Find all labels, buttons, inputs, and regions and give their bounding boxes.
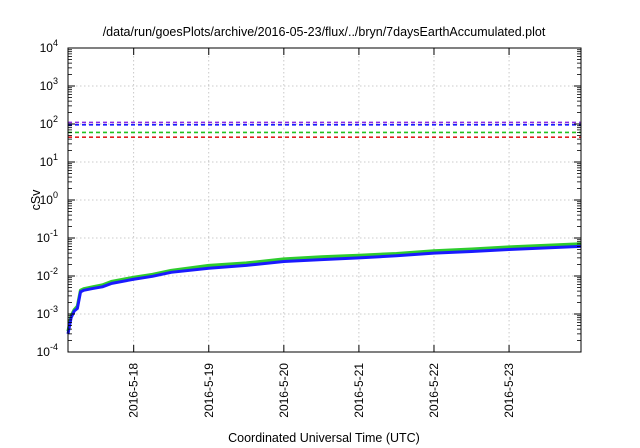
y-tick-label: 101 [40,152,58,169]
axis-ticks [68,47,581,353]
x-tick-label: 2016-5-23 [502,363,516,418]
x-tick-label: 2016-5-20 [277,363,291,418]
y-tick-label: 10-2 [37,266,58,283]
y-tick-label: 104 [40,38,58,55]
chart-title: /data/run/goesPlots/archive/2016-05-23/f… [103,25,546,39]
y-axis-title: cSv [29,189,43,211]
x-tick-label: 2016-5-19 [202,363,216,418]
y-tick-label: 10-1 [37,228,58,245]
x-tick-labels: 2016-5-18 2016-5-19 2016-5-20 2016-5-21 2016… [127,363,516,418]
x-tick-label: 2016-5-21 [352,363,366,418]
y-tick-label: 100 [40,190,58,207]
series-line [66,244,582,335]
x-tick-label: 2016-5-22 [427,363,441,418]
y-tick-label: 103 [40,76,58,93]
grid-lines [68,48,581,352]
y-tick-label: 10-4 [37,342,58,359]
series-lines [66,242,582,335]
reference-lines [68,121,581,138]
y-tick-labels: 10-4 10-3 10-2 10-1 100 101 102 103 104 [37,38,58,359]
x-axis-title: Coordinated Universal Time (UTC) [228,431,420,445]
series-line [66,242,582,332]
y-tick-label: 102 [40,114,58,131]
y-tick-label: 10-3 [37,304,58,321]
x-tick-label: 2016-5-18 [127,363,141,418]
